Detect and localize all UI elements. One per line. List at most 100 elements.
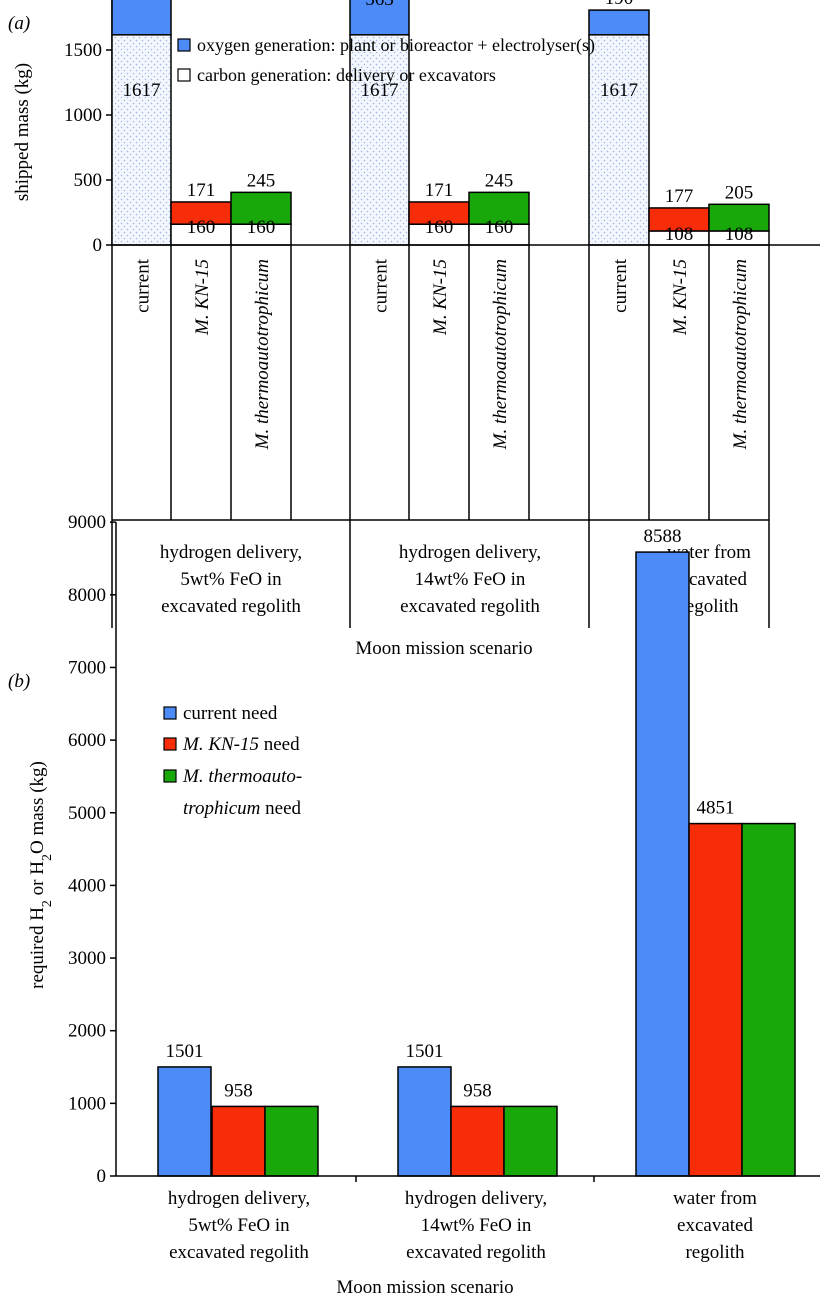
panel-a-label: (a) bbox=[8, 13, 30, 34]
panel-b-label: (b) bbox=[8, 671, 30, 692]
data-label-g2-bar2: 958 bbox=[463, 1080, 492, 1101]
y-axis-title-subscript: 2 bbox=[40, 900, 55, 907]
data-label-oxygen-g2-m-thermoautotrophicum: 245 bbox=[485, 170, 514, 191]
data-label-carbon-g1-m-kn-15: 160 bbox=[187, 217, 216, 238]
panel-b-y-axis: 0 1000 2000 3000 4000 5000 6000 7000 8000 9000 bbox=[68, 512, 117, 1187]
bar-current-need-g1 bbox=[157, 1066, 212, 1177]
y-tick-label-1000: 1000 bbox=[64, 105, 102, 126]
panel-a-y-axis-title: shipped mass (kg) bbox=[12, 63, 33, 201]
y-tick-label-8000: 8000 bbox=[68, 585, 106, 606]
category-label-g2-m-thermoautotrophicum: M. thermoautotrophicum bbox=[490, 259, 511, 450]
data-label-carbon-g3-current: 1617 bbox=[600, 80, 638, 101]
legend-label-1: current need bbox=[183, 703, 278, 724]
data-label-carbon-g2-m-kn-15: 160 bbox=[425, 217, 454, 238]
data-label-carbon-g2-m-thermoautotrophicum: 160 bbox=[485, 217, 514, 238]
bar-m-thermoautotrophicum-need-g2 bbox=[503, 1105, 558, 1177]
data-label-g1-bar2: 958 bbox=[224, 1080, 253, 1101]
panel-b-legend: current need M. KN-15 need M. thermoauto-t… bbox=[163, 703, 302, 819]
bar-oxygen-g1-current bbox=[111, 0, 172, 36]
category-label-g3-m-thermoautotrophicum: M. thermoautotrophicum bbox=[730, 259, 751, 450]
y-tick-label-7000: 7000 bbox=[68, 657, 106, 678]
y-tick-label-2000: 2000 bbox=[68, 1021, 106, 1042]
data-label-oxygen-g3-current: 190 bbox=[605, 0, 634, 9]
y-tick-label-6000: 6000 bbox=[68, 730, 106, 751]
data-label-oxygen-g1-m-kn-15: 171 bbox=[187, 180, 216, 201]
y-axis-title-part: required H bbox=[27, 907, 48, 989]
panel-a-legend: oxygen generation: plant or bioreactor +… bbox=[177, 35, 595, 85]
bar-m-kn-15-need-g3 bbox=[688, 822, 743, 1177]
group-label-3-line-2: excavated bbox=[671, 569, 747, 590]
bar-oxygen-g3-current bbox=[588, 9, 650, 36]
panel-a-category-table: current M. KN-15 M. thermoautotrophicum cur… bbox=[111, 245, 770, 628]
data-label-oxygen-g3-m-kn-15: 177 bbox=[665, 186, 694, 207]
legend-swatch-oxygen-generation bbox=[177, 38, 191, 52]
data-label-oxygen-g1-m-thermoautotrophicum: 245 bbox=[247, 170, 276, 191]
data-label-oxygen-g2-current: 563 bbox=[365, 0, 394, 10]
x-category-label-2-line-3: excavated regolith bbox=[406, 1242, 546, 1263]
group-label-3-line-3: regolith bbox=[679, 596, 739, 617]
x-category-label-2-line-2: 14wt% FeO in bbox=[421, 1215, 532, 1236]
category-label-g1-m-kn-15: M. KN-15 bbox=[192, 259, 213, 336]
x-category-label-3-line-1: water from bbox=[673, 1188, 757, 1209]
category-label-g3-m-kn-15: M. KN-15 bbox=[670, 259, 691, 336]
legend-label-part: current need bbox=[183, 703, 278, 724]
bar-m-kn-15-need-g1 bbox=[211, 1105, 266, 1177]
y-tick-label-500: 500 bbox=[74, 170, 103, 191]
panel-a-bars bbox=[111, 0, 820, 246]
y-tick-label-9000: 9000 bbox=[68, 512, 106, 533]
x-category-label-3-line-2: excavated bbox=[677, 1215, 753, 1236]
data-label-carbon-g2-current: 1617 bbox=[361, 80, 399, 101]
bar-oxygen-g2-m-thermoautotrophicum bbox=[468, 191, 530, 225]
legend-swatch-3 bbox=[163, 769, 177, 783]
panel-a-y-axis: 050010001500200025003000 bbox=[64, 0, 113, 256]
legend-label-oxygen-generation: oxygen generation: plant or bioreactor +… bbox=[197, 35, 595, 56]
x-category-label-2-line-1: hydrogen delivery, bbox=[405, 1188, 547, 1209]
y-axis-title-part: O mass (kg) bbox=[27, 761, 48, 854]
panel-a-x-axis-title: Moon mission scenario bbox=[355, 638, 532, 659]
category-label-g3-current: current bbox=[610, 258, 631, 313]
y-axis-title-part: or H bbox=[27, 861, 48, 900]
data-label-g3-bar1: 8588 bbox=[644, 526, 682, 547]
legend-label-part: need bbox=[259, 734, 300, 755]
data-label-g1-bar1: 1501 bbox=[166, 1041, 204, 1062]
data-label-oxygen-g3-m-thermoautotrophicum: 205 bbox=[725, 182, 754, 203]
data-label-oxygen-g2-m-kn-15: 171 bbox=[425, 180, 454, 201]
group-label-1-line-2: 5wt% FeO in bbox=[180, 569, 282, 590]
bar-current-need-g3 bbox=[635, 551, 690, 1177]
legend-label-part: trophicum bbox=[183, 798, 260, 819]
bar-m-kn-15-need-g2 bbox=[450, 1105, 505, 1177]
group-label-2-line-3: excavated regolith bbox=[400, 596, 540, 617]
legend-label-part: need bbox=[260, 798, 301, 819]
data-label-carbon-g3-m-thermoautotrophicum: 108 bbox=[725, 224, 754, 245]
group-label-1-line-1: hydrogen delivery, bbox=[160, 542, 302, 563]
bar-oxygen-g2-current bbox=[349, 0, 410, 36]
group-label-2-line-1: hydrogen delivery, bbox=[399, 542, 541, 563]
legend-label-carbon-generation: carbon generation: delivery or excavator… bbox=[197, 65, 496, 85]
bar-current-need-g2 bbox=[397, 1066, 452, 1177]
y-axis-title-subscript: 2 bbox=[40, 854, 55, 861]
category-label-g1-current: current bbox=[133, 258, 154, 313]
bar-m-thermoautotrophicum-need-g1 bbox=[264, 1105, 319, 1177]
x-category-label-1-line-3: excavated regolith bbox=[169, 1242, 309, 1263]
y-tick-label-5000: 5000 bbox=[68, 803, 106, 824]
legend-swatch-1 bbox=[163, 706, 177, 720]
data-label-carbon-g3-m-kn-15: 108 bbox=[665, 224, 694, 245]
bar-oxygen-g3-m-thermoautotrophicum bbox=[708, 203, 770, 232]
data-label-g2-bar1: 1501 bbox=[406, 1041, 444, 1062]
panel-b-x-axis: hydrogen delivery, 5wt% FeO in excavated r… bbox=[116, 1175, 820, 1263]
legend-swatch-2 bbox=[163, 737, 177, 751]
y-tick-label-0: 0 bbox=[97, 1166, 107, 1187]
panel-b-data-labels: 1501 958 1501 958 8588 4851 bbox=[166, 526, 735, 1101]
y-tick-label-1500: 1500 bbox=[64, 40, 102, 61]
y-tick-label-0: 0 bbox=[93, 235, 103, 256]
panel-a-data-labels: 1617942160171160245161756316017116024516… bbox=[123, 0, 754, 245]
y-tick-label-1000: 1000 bbox=[68, 1093, 106, 1114]
category-label-g2-current: current bbox=[371, 258, 392, 313]
y-tick-label-3000: 3000 bbox=[68, 948, 106, 969]
bar-carbon-g2-current bbox=[349, 34, 410, 246]
bar-m-thermoautotrophicum-need-g3 bbox=[741, 822, 796, 1177]
legend-label-2: M. KN-15 need bbox=[182, 734, 300, 755]
legend-label-part: M. thermoauto- bbox=[182, 766, 302, 787]
legend-swatch-carbon-generation bbox=[177, 68, 191, 82]
